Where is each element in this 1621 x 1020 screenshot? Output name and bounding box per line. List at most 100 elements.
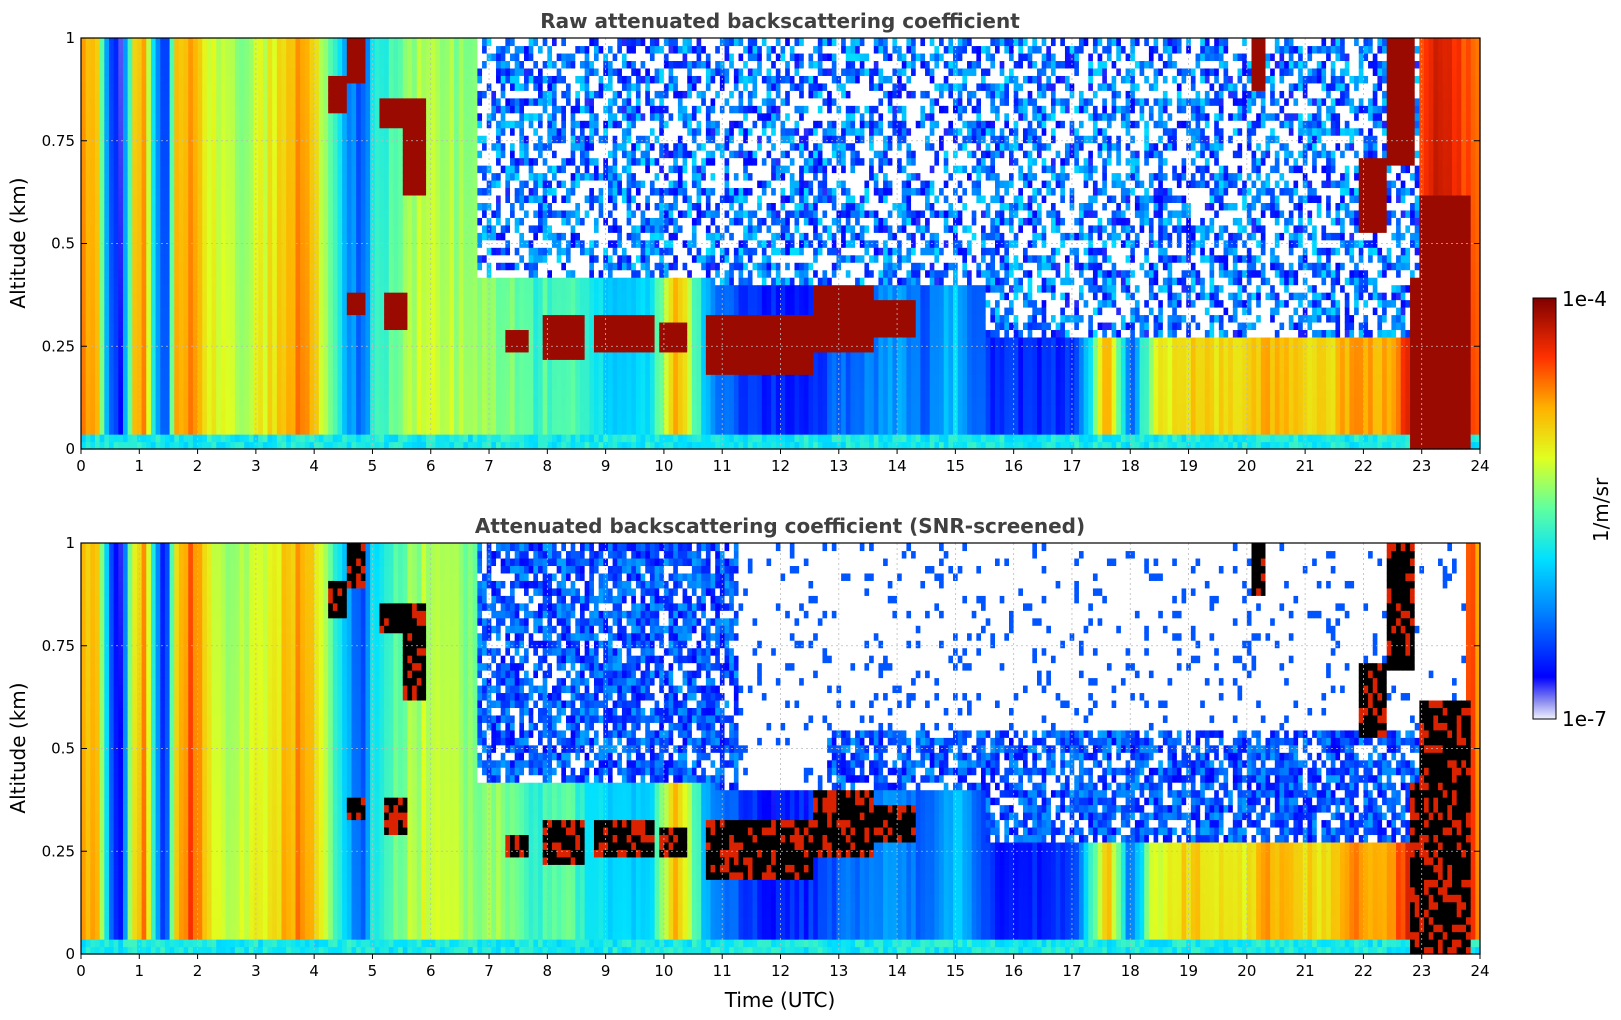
- heatmap-cell: [146, 412, 151, 420]
- heatmap-cell: [90, 217, 95, 225]
- heatmap-cell: [202, 374, 207, 382]
- heatmap-cell: [170, 314, 175, 322]
- heatmap-cell: [160, 98, 165, 106]
- heatmap-cell: [165, 374, 170, 382]
- heatmap-cell: [170, 158, 175, 166]
- heatmap-cell: [128, 68, 133, 76]
- heatmap-cell: [146, 329, 151, 337]
- heatmap-cell: [179, 53, 184, 61]
- heatmap-cell: [174, 105, 179, 113]
- heatmap-cell: [146, 225, 151, 233]
- heatmap-cell: [160, 382, 165, 390]
- heatmap-cell: [81, 344, 86, 352]
- heatmap-cell: [104, 202, 109, 210]
- heatmap-cell: [123, 225, 128, 233]
- heatmap-cell: [132, 135, 137, 143]
- heatmap-cell: [132, 53, 137, 61]
- heatmap-cell: [132, 329, 137, 337]
- heatmap-cell: [104, 427, 109, 435]
- heatmap-cell: [123, 173, 128, 181]
- heatmap-cell: [170, 255, 175, 263]
- heatmap-cell: [114, 120, 119, 128]
- heatmap-cell: [174, 277, 179, 285]
- heatmap-cell: [95, 292, 100, 300]
- heatmap-cell: [123, 53, 128, 61]
- heatmap-cell: [95, 150, 100, 158]
- heatmap-cell: [118, 210, 123, 218]
- heatmap-cell: [184, 150, 189, 158]
- heatmap-cell: [202, 60, 207, 68]
- heatmap-cell: [184, 98, 189, 106]
- heatmap-cell: [151, 270, 156, 278]
- heatmap-cell: [184, 90, 189, 98]
- heatmap-cell: [123, 247, 128, 255]
- heatmap-cell: [86, 135, 91, 143]
- heatmap-cell: [81, 75, 86, 83]
- heatmap-cell: [86, 442, 91, 450]
- heatmap-cell: [118, 300, 123, 308]
- heatmap-cell: [104, 344, 109, 352]
- heatmap-cell: [179, 105, 184, 113]
- heatmap-cell: [151, 38, 156, 46]
- heatmap-cell: [95, 173, 100, 181]
- heatmap-cell: [95, 247, 100, 255]
- heatmap-cell: [198, 225, 203, 233]
- heatmap-cell: [104, 307, 109, 315]
- heatmap-cell: [132, 262, 137, 270]
- heatmap-cell: [100, 442, 105, 450]
- heatmap-cell: [198, 285, 203, 293]
- heatmap-cell: [114, 150, 119, 158]
- heatmap-cell: [128, 173, 133, 181]
- heatmap-cell: [170, 442, 175, 450]
- heatmap-cell: [86, 307, 91, 315]
- heatmap-cell: [90, 105, 95, 113]
- heatmap-cell: [81, 83, 86, 91]
- heatmap-cell: [132, 68, 137, 76]
- heatmap-cell: [81, 389, 86, 397]
- heatmap-cell: [142, 374, 147, 382]
- heatmap-cell: [128, 180, 133, 188]
- heatmap-cell: [156, 105, 161, 113]
- heatmap-cell: [184, 300, 189, 308]
- heatmap-cell: [156, 397, 161, 405]
- heatmap-cell: [100, 337, 105, 345]
- heatmap-cell: [170, 322, 175, 330]
- heatmap-cell: [132, 300, 137, 308]
- heatmap-cell: [95, 329, 100, 337]
- heatmap-cell: [128, 344, 133, 352]
- heatmap-cell: [160, 442, 165, 450]
- heatmap-cell: [146, 442, 151, 450]
- heatmap-cell: [95, 300, 100, 308]
- heatmap-cell: [81, 397, 86, 405]
- heatmap-cell: [109, 105, 114, 113]
- heatmap-cell: [90, 277, 95, 285]
- heatmap-cell: [165, 442, 170, 450]
- heatmap-cell: [151, 367, 156, 375]
- heatmap-cell: [170, 75, 175, 83]
- heatmap-cell: [109, 128, 114, 136]
- heatmap-cell: [118, 150, 123, 158]
- heatmap-cell: [146, 173, 151, 181]
- heatmap-cell: [86, 217, 91, 225]
- heatmap-cell: [207, 165, 212, 173]
- heatmap-cell: [179, 68, 184, 76]
- heatmap-cell: [142, 195, 147, 203]
- heatmap-cell: [86, 329, 91, 337]
- heatmap-cell: [86, 150, 91, 158]
- heatmap-cell: [179, 255, 184, 263]
- heatmap-cell: [104, 247, 109, 255]
- heatmap-cell: [86, 195, 91, 203]
- heatmap-cell: [146, 105, 151, 113]
- heatmap-cell: [188, 150, 193, 158]
- heatmap-cell: [202, 38, 207, 46]
- heatmap-cell: [156, 158, 161, 166]
- heatmap-cell: [207, 277, 212, 285]
- heatmap-cell: [151, 150, 156, 158]
- heatmap-cell: [123, 352, 128, 360]
- heatmap-cell: [81, 68, 86, 76]
- heatmap-cell: [184, 68, 189, 76]
- heatmap-cell: [100, 359, 105, 367]
- heatmap-cell: [109, 292, 114, 300]
- heatmap-cell: [90, 225, 95, 233]
- heatmap-cell: [202, 45, 207, 53]
